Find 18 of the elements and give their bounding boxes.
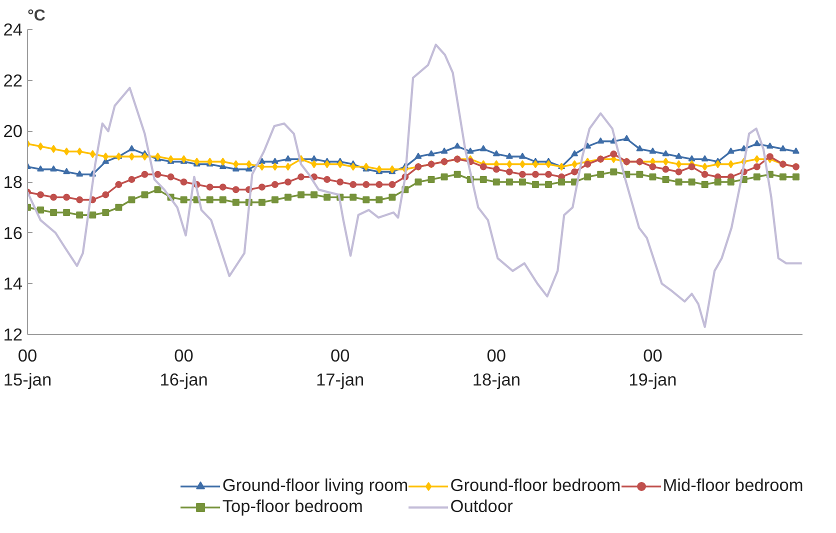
legend-label: Mid-floor bedroom: [662, 475, 804, 496]
y-tick-label: 16: [3, 222, 23, 243]
y-tick-label: 18: [3, 172, 23, 192]
y-tick-label: 22: [3, 70, 23, 90]
x-tick-label: 00 17-jan: [316, 346, 364, 390]
y-tick-label: 12: [3, 324, 23, 344]
y-tick-label: 14: [3, 274, 23, 294]
x-tick-label: 00 15-jan: [3, 346, 52, 390]
y-tick-label: 20: [3, 121, 23, 142]
y-tick-label: 24: [3, 20, 23, 40]
x-tick-label: 00 16-jan: [160, 346, 208, 390]
x-tick-label: 00 18-jan: [472, 346, 520, 390]
legend-label: Ground-floor bedroom: [450, 475, 621, 496]
legend-label: Ground-floor living room: [222, 475, 408, 496]
legend-label: Outdoor: [450, 496, 513, 517]
y-axis-title: °C: [28, 8, 46, 24]
x-tick-label: 00 19-jan: [628, 346, 677, 390]
legend-label: Top-floor bedroom: [222, 496, 363, 517]
